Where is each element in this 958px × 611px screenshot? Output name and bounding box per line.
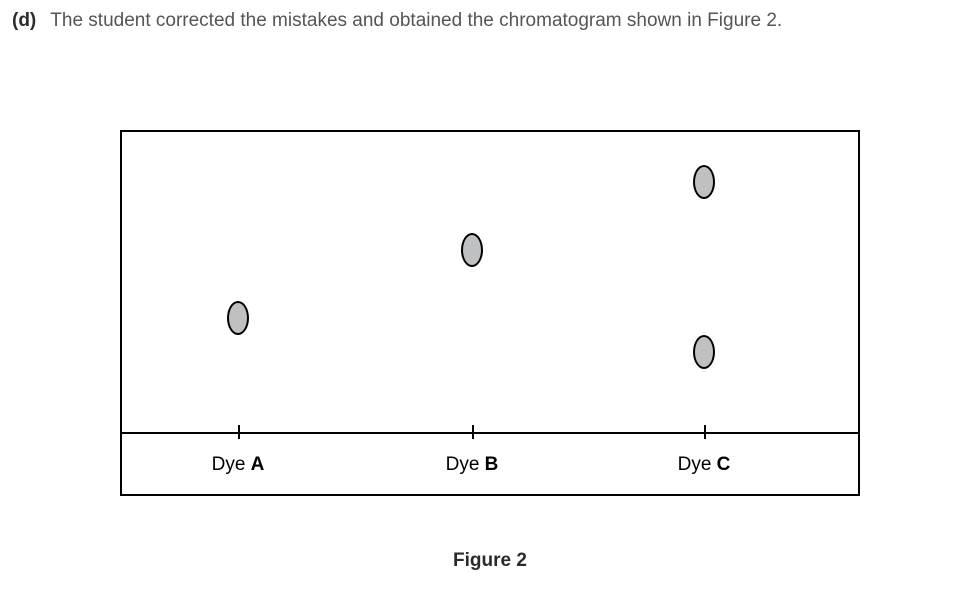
tick-dye-a: [238, 425, 240, 439]
spot-dye-a: [227, 301, 249, 335]
dye-b-label: Dye B: [446, 454, 499, 476]
dye-a-label-text: Dye A: [212, 454, 265, 475]
spot-dye-c-upper: [693, 165, 715, 199]
figure-caption: Figure 2: [453, 550, 527, 572]
figure-caption-text: Figure 2: [453, 550, 527, 571]
chromatogram-frame: Dye A Dye B Dye C: [120, 130, 860, 496]
spot-dye-c-lower: [693, 335, 715, 369]
tick-dye-b: [472, 425, 474, 439]
question-line: (d) The student corrected the mistakes an…: [12, 10, 782, 32]
question-text: The student corrected the mistakes and o…: [50, 10, 782, 31]
question-part-label: (d): [12, 10, 36, 31]
dye-b-label-text: Dye B: [446, 454, 499, 475]
dye-a-label: Dye A: [212, 454, 265, 476]
spot-dye-b: [461, 233, 483, 267]
chromatogram-baseline: [122, 432, 858, 434]
dye-c-label: Dye C: [678, 454, 731, 476]
dye-c-label-text: Dye C: [678, 454, 731, 475]
tick-dye-c: [704, 425, 706, 439]
